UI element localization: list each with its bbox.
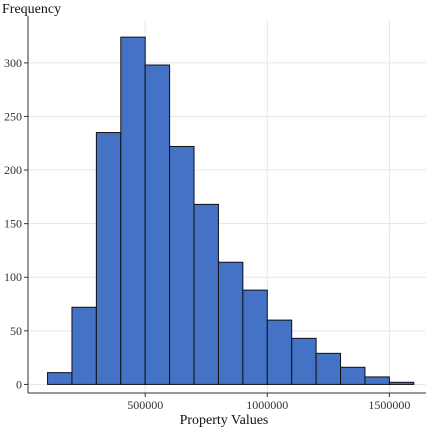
y-tick-label: 200 (4, 163, 22, 177)
axes (27, 16, 426, 394)
histogram-bar (71, 306, 97, 385)
x-axis-ticks: 500000 1000000 1500000 (127, 393, 410, 412)
histogram-bar (388, 381, 415, 385)
histogram-bar (242, 289, 268, 385)
histogram-bar (217, 261, 244, 385)
histogram-bar (47, 372, 73, 385)
y-tick-label: 300 (4, 56, 22, 70)
x-tick-label: 500000 (127, 398, 163, 412)
histogram-bar (291, 337, 317, 385)
histogram-bar (95, 132, 122, 385)
histogram-bar (144, 64, 171, 385)
histogram-bar (193, 203, 219, 385)
histogram-bar (169, 145, 195, 385)
histogram-bar (120, 36, 146, 385)
x-axis-title: Property Values (180, 413, 269, 428)
x-tick-label: 1500000 (368, 398, 410, 412)
y-tick-label: 150 (4, 217, 22, 231)
histogram-bars (47, 36, 415, 385)
y-axis-ticks: 0 50 100 150 200 250 300 (4, 56, 28, 391)
y-tick-label: 100 (4, 270, 22, 284)
histogram-bar (315, 352, 342, 385)
y-axis-title: Frequency (2, 2, 61, 17)
y-tick-label: 0 (16, 377, 22, 391)
y-tick-label: 250 (4, 109, 22, 123)
histogram-bar (340, 366, 366, 385)
x-tick-label: 1000000 (246, 398, 288, 412)
y-tick-label: 50 (10, 324, 22, 338)
histogram-bar (266, 319, 293, 385)
histogram-bar (364, 376, 390, 385)
